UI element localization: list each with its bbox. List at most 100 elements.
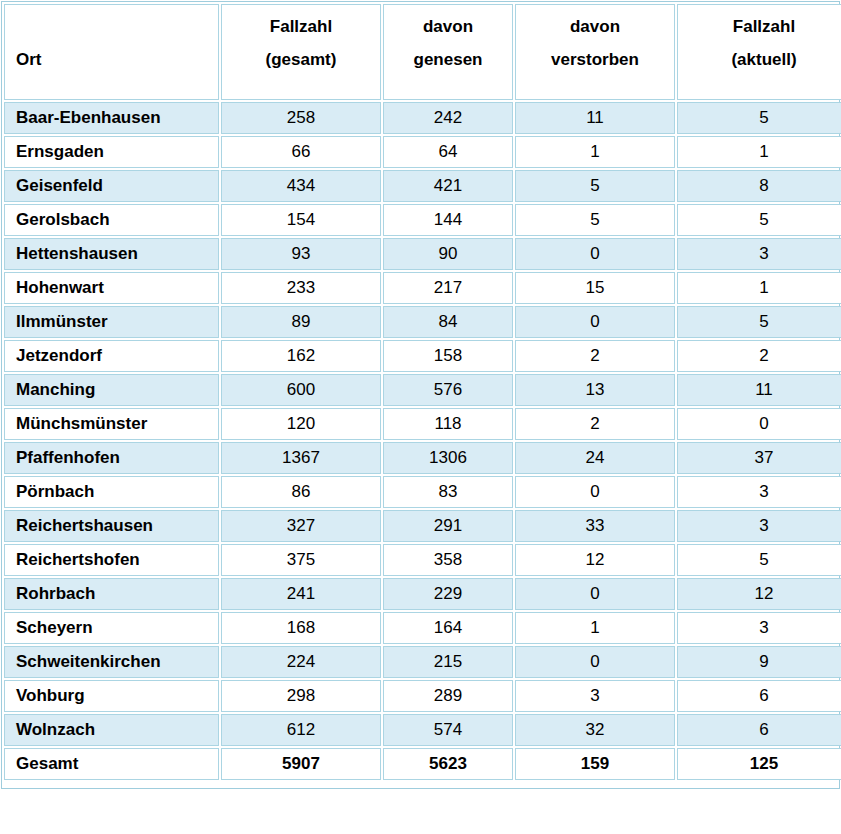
table-row: Vohburg29828936: [4, 680, 841, 712]
cell-ort: Reichertshausen: [4, 510, 219, 542]
cell-deceased: 2: [515, 408, 675, 440]
cell-total: 434: [221, 170, 381, 202]
cell-total: 66: [221, 136, 381, 168]
cell-total: 375: [221, 544, 381, 576]
cell-recovered: 217: [383, 272, 513, 304]
cell-deceased: 1: [515, 612, 675, 644]
cell-deceased: 3: [515, 680, 675, 712]
cell-current: 1: [677, 272, 841, 304]
table-row: Baar-Ebenhausen258242115: [4, 102, 841, 134]
cell-current: 5: [677, 544, 841, 576]
cell-recovered: 289: [383, 680, 513, 712]
table-row: Gerolsbach15414455: [4, 204, 841, 236]
cell-ort: Ilmmünster: [4, 306, 219, 338]
cell-current: 1: [677, 136, 841, 168]
cell-total: 5907: [221, 748, 381, 780]
cell-current: 125: [677, 748, 841, 780]
table-row: Rohrbach241229012: [4, 578, 841, 610]
cell-current: 3: [677, 476, 841, 508]
cell-current: 5: [677, 306, 841, 338]
cell-current: 5: [677, 204, 841, 236]
header-line: Fallzahl: [270, 17, 332, 36]
cell-deceased: 2: [515, 340, 675, 372]
cell-recovered: 576: [383, 374, 513, 406]
header-line: davon: [423, 17, 473, 36]
cell-ort: Wolnzach: [4, 714, 219, 746]
cell-recovered: 421: [383, 170, 513, 202]
cell-current: 8: [677, 170, 841, 202]
cell-deceased: 11: [515, 102, 675, 134]
cell-ort: Gesamt: [4, 748, 219, 780]
cell-total: 93: [221, 238, 381, 270]
cell-recovered: 83: [383, 476, 513, 508]
header-line: genesen: [414, 50, 483, 69]
cell-recovered: 291: [383, 510, 513, 542]
header-line: (gesamt): [266, 50, 337, 69]
cell-current: 3: [677, 510, 841, 542]
cell-ort: Münchsmünster: [4, 408, 219, 440]
cell-ort: Gerolsbach: [4, 204, 219, 236]
cell-recovered: 242: [383, 102, 513, 134]
column-header-ort: Ort: [4, 4, 219, 100]
cell-ort: Pfaffenhofen: [4, 442, 219, 474]
table-row: Schweitenkirchen22421509: [4, 646, 841, 678]
table-row: Pörnbach868303: [4, 476, 841, 508]
cell-current: 2: [677, 340, 841, 372]
cell-total: 298: [221, 680, 381, 712]
cell-ort: Scheyern: [4, 612, 219, 644]
cell-total: 154: [221, 204, 381, 236]
cell-deceased: 1: [515, 136, 675, 168]
cell-deceased: 159: [515, 748, 675, 780]
cell-current: 11: [677, 374, 841, 406]
cell-total: 162: [221, 340, 381, 372]
cell-current: 3: [677, 238, 841, 270]
cell-ort: Manching: [4, 374, 219, 406]
cell-recovered: 229: [383, 578, 513, 610]
table-row: Münchsmünster12011820: [4, 408, 841, 440]
cell-recovered: 215: [383, 646, 513, 678]
cell-recovered: 84: [383, 306, 513, 338]
cell-deceased: 5: [515, 170, 675, 202]
cell-current: 0: [677, 408, 841, 440]
table-row: Ernsgaden666411: [4, 136, 841, 168]
table-row: Pfaffenhofen136713062437: [4, 442, 841, 474]
cell-total: 233: [221, 272, 381, 304]
table-row: Hohenwart233217151: [4, 272, 841, 304]
cell-total: 224: [221, 646, 381, 678]
cell-recovered: 1306: [383, 442, 513, 474]
cell-recovered: 358: [383, 544, 513, 576]
cell-current: 12: [677, 578, 841, 610]
total-row: Gesamt 5907 5623 159 125: [4, 748, 841, 780]
cell-current: 6: [677, 680, 841, 712]
column-header-davon-genesen: davon genesen: [383, 4, 513, 100]
header-line: verstorben: [551, 50, 639, 69]
cell-total: 258: [221, 102, 381, 134]
cell-total: 600: [221, 374, 381, 406]
cell-deceased: 12: [515, 544, 675, 576]
table-frame: Ort Fallzahl (gesamt) davon genesen davo…: [1, 1, 840, 789]
cell-deceased: 0: [515, 306, 675, 338]
header-line: Fallzahl: [733, 17, 795, 36]
cell-ort: Hohenwart: [4, 272, 219, 304]
cell-ort: Jetzendorf: [4, 340, 219, 372]
cell-deceased: 0: [515, 578, 675, 610]
cell-recovered: 5623: [383, 748, 513, 780]
table-row: Ilmmünster898405: [4, 306, 841, 338]
cell-recovered: 144: [383, 204, 513, 236]
header-line: davon: [570, 17, 620, 36]
cell-recovered: 574: [383, 714, 513, 746]
table-row: Manching6005761311: [4, 374, 841, 406]
cell-deceased: 15: [515, 272, 675, 304]
column-header-davon-verstorben: davon verstorben: [515, 4, 675, 100]
cell-current: 37: [677, 442, 841, 474]
cell-recovered: 158: [383, 340, 513, 372]
cell-ort: Vohburg: [4, 680, 219, 712]
cell-ort: Hettenshausen: [4, 238, 219, 270]
cell-deceased: 33: [515, 510, 675, 542]
cell-deceased: 32: [515, 714, 675, 746]
cell-total: 241: [221, 578, 381, 610]
cell-ort: Baar-Ebenhausen: [4, 102, 219, 134]
cell-total: 86: [221, 476, 381, 508]
cell-ort: Schweitenkirchen: [4, 646, 219, 678]
cell-deceased: 24: [515, 442, 675, 474]
